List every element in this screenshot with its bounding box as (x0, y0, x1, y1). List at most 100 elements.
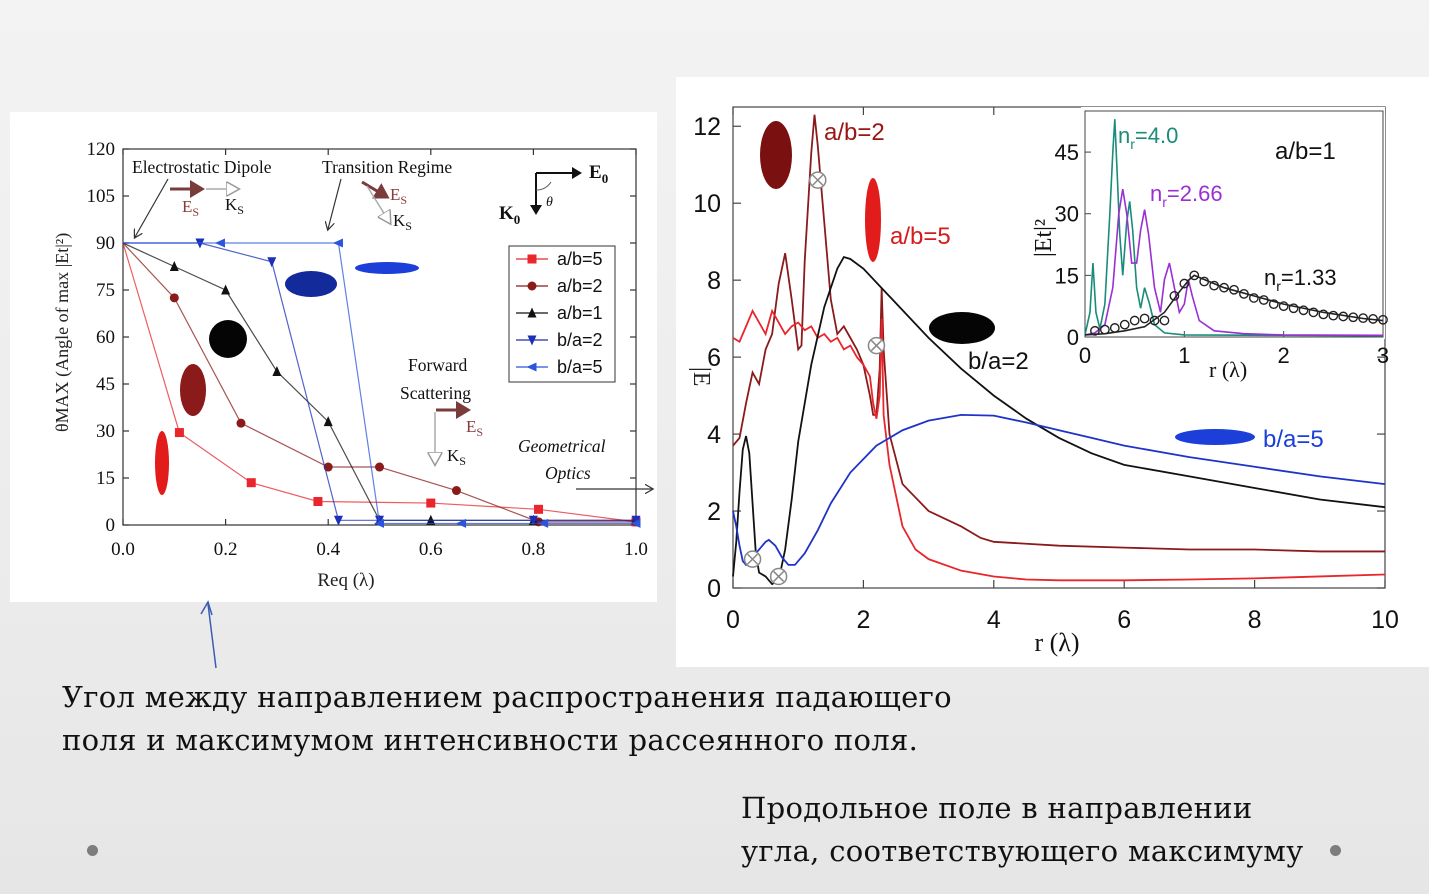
cross-circle-x (747, 553, 759, 565)
left-point-ab2 (451, 486, 461, 496)
legend-marker-ab1 (527, 307, 537, 318)
inset-circle-point (1338, 311, 1349, 322)
inset-circle-point (1328, 310, 1339, 321)
es-arrow-2 (361, 180, 390, 199)
inset-circle-point (1169, 291, 1180, 301)
right-x-tick-label: 10 (1371, 606, 1399, 634)
transition-pointer (328, 178, 342, 229)
right-x-axis-label: r (λ) (1034, 628, 1079, 657)
left-series-line-ab2 (122, 242, 636, 523)
inset-x-tick-label: 1 (1178, 343, 1190, 368)
left-x-tick-label: 0.8 (522, 539, 546, 560)
left-point-ab5 (246, 478, 256, 488)
inset-y-tick-label: 45 (1055, 140, 1079, 165)
inset-circle-point (1248, 293, 1259, 303)
left-point-ab5 (174, 428, 184, 438)
inset-circle-point (1189, 270, 1200, 281)
right-series-ab2 (732, 114, 1385, 553)
left-point-ba5 (332, 238, 343, 248)
inset-series-nr266 (1084, 188, 1384, 337)
inset-circle-point (1099, 324, 1110, 335)
legend-label-ba5: b/a=5 (557, 357, 603, 377)
left-y-tick-label: 15 (96, 468, 115, 489)
left-point-ab2 (375, 462, 384, 472)
left-y-tick-label: 75 (96, 280, 115, 301)
ks-label-2: KS (393, 211, 412, 233)
inset-y-label: |Et|² (1031, 219, 1057, 257)
pointer-arrow (200, 600, 217, 669)
inset-x-tick-label: 0 (1079, 343, 1091, 368)
particle-ba5 (355, 262, 419, 274)
left-y-tick-label: 90 (96, 233, 115, 254)
theta-arc (535, 181, 552, 191)
e0-label: E0 (589, 162, 608, 186)
legend-marker-ba5 (526, 362, 537, 372)
slide-bullet-right (1330, 845, 1341, 856)
inset-circle-point (1129, 315, 1140, 326)
inset-label-nr133: nr=1.33 (1264, 265, 1337, 294)
inset-circle-point (1209, 280, 1220, 291)
inset-circle-point (1348, 312, 1359, 323)
es-label-3: ES (466, 417, 483, 439)
left-y-tick-label: 0 (106, 515, 116, 536)
inset-circle-point (1278, 301, 1289, 312)
left-point-ab5 (313, 497, 323, 506)
left-point-ba2 (267, 257, 277, 268)
inset-series-nr40 (1084, 119, 1384, 337)
ks-label-1: KS (225, 195, 244, 217)
ks-label-3: KS (447, 446, 466, 468)
inset-x-label: r (λ) (1209, 357, 1247, 382)
right-x-tick-label: 0 (726, 606, 740, 634)
ks-arrow-2 (366, 185, 390, 223)
legend-label-ab1: a/b=1 (557, 303, 603, 323)
left-point-ab5 (534, 504, 544, 514)
k0-label: K0 (499, 203, 520, 227)
left-y-tick-label: 30 (96, 421, 115, 442)
inset-circle-point (1179, 278, 1190, 289)
right-y-tick-label: 2 (707, 498, 721, 526)
particle-ab1 (209, 320, 247, 358)
inset-circle-point (1119, 319, 1130, 330)
cross-circle-x (870, 340, 882, 352)
theta-symbol: θ (546, 195, 553, 210)
left-x-axis-label: Req (λ) (317, 570, 374, 591)
right-series-ab5 (732, 308, 1386, 582)
right-series-ba2 (732, 256, 1386, 586)
left-point-ab2 (323, 462, 333, 472)
legend-label-ab5: a/b=5 (557, 249, 603, 269)
right-y-tick-label: 10 (693, 190, 721, 218)
left-point-ba5 (214, 238, 225, 248)
electrostatic-pointer (135, 178, 169, 237)
label-ba5: b/a=5 (1263, 426, 1324, 453)
caption-left: Угол между направлением распространения … (62, 680, 952, 757)
inset-circle-point (1149, 315, 1160, 326)
inset-circle-point (1229, 284, 1239, 295)
annotation-optics: Optics (545, 463, 591, 483)
right-x-tick-label: 2 (856, 606, 870, 634)
inset-title: a/b=1 (1275, 138, 1336, 165)
inset-frame (1084, 110, 1384, 338)
legend-marker-ab2 (527, 281, 537, 291)
inset-circle-point (1358, 313, 1369, 323)
left-point-ba2 (333, 515, 343, 526)
right-y-axis-label-partial: |E (688, 367, 714, 386)
svg-text:θMAX (Angle of max |Et|²): θMAX (Angle of max |Et|²) (52, 233, 73, 432)
label-ab5: a/b=5 (890, 223, 951, 250)
left-y-tick-label: 60 (96, 327, 115, 348)
left-point-ab2 (169, 293, 179, 303)
legend-label-ab2: a/b=2 (557, 276, 603, 296)
cross-circle-x (773, 570, 785, 582)
legend-marker-ba2 (527, 335, 537, 346)
legend-label-ba2: b/a=2 (557, 330, 603, 350)
right-y-tick-label: 0 (707, 575, 721, 603)
particle-ba2 (285, 271, 337, 297)
left-y-axis-label: θMAX (Angle of max |Et|²) (52, 233, 73, 432)
right-x-tick-label: 6 (1117, 606, 1131, 634)
left-point-ab1 (272, 365, 282, 376)
inset-label-nr266: nr=2.66 (1150, 181, 1223, 210)
legend-marker-ab5 (527, 254, 537, 264)
es-label-1: ES (182, 197, 199, 219)
right-plot-frame (732, 106, 1386, 589)
left-x-tick-label: 0.6 (419, 539, 443, 560)
